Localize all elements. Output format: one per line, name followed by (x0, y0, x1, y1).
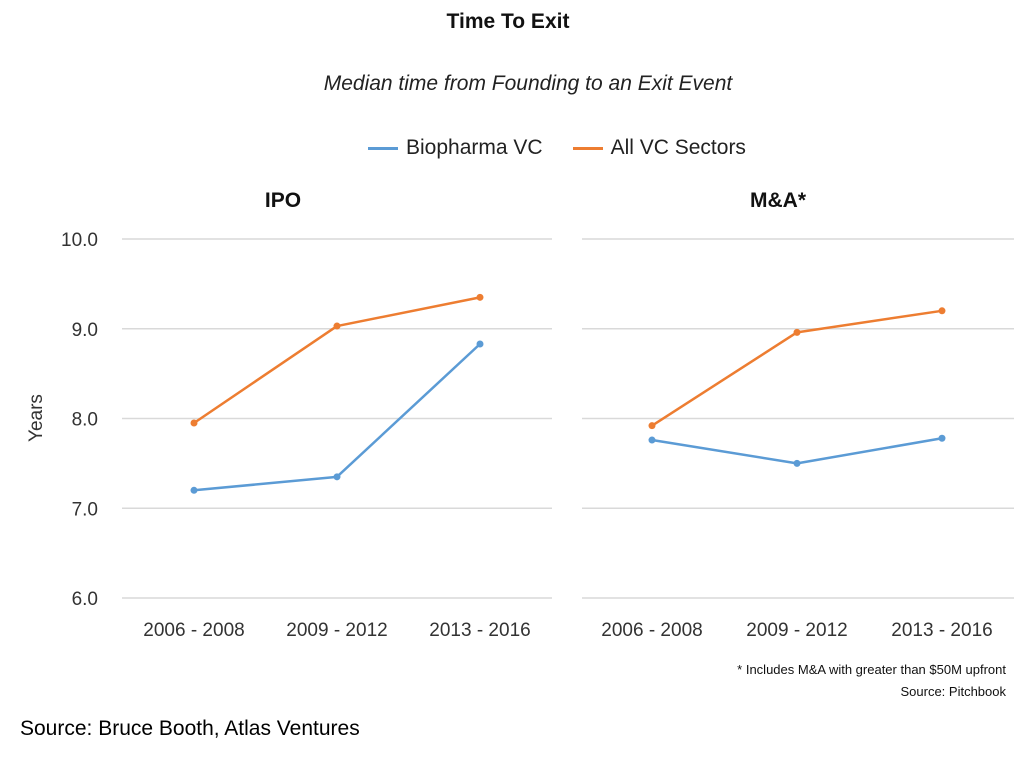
data-point-all-vc-sectors (333, 322, 341, 330)
data-point-biopharma-vc (333, 473, 341, 481)
data-point-biopharma-vc (793, 459, 801, 467)
series-line-all-vc-sectors (193, 296, 481, 425)
y-axis-label: Years (26, 394, 47, 442)
data-point-biopharma-vc (938, 434, 946, 442)
data-point-biopharma-vc (476, 340, 484, 348)
panel-title-0: IPO (265, 189, 301, 212)
source-caption: Source: Bruce Booth, Atlas Ventures (20, 717, 360, 740)
legend-item-all-vc: All VC Sectors (572, 136, 746, 160)
data-point-biopharma-vc (648, 436, 656, 444)
x-tick-label: 2009 - 2012 (746, 620, 847, 641)
data-point-all-vc-sectors (648, 422, 656, 430)
data-point-all-vc-sectors (793, 328, 801, 336)
data-point-all-vc-sectors (938, 307, 946, 315)
y-tick-label: 10.0 (61, 230, 98, 251)
chart-area: IPO 6.0 7.0 8.0 9.0 10.0 2006 - 2008 2009 - 201… (26, 189, 1014, 641)
legend-swatch-biopharma (368, 146, 398, 150)
footnote-source: Source: Pitchbook (900, 684, 1006, 699)
x-tick-label: 2006 - 2008 (601, 620, 702, 641)
y-tick-label: 9.0 (72, 320, 98, 341)
data-point-all-vc-sectors (190, 419, 198, 427)
footnote: * Includes M&A with greater than $50M up… (737, 662, 1006, 677)
panel-title-1: M&A* (750, 189, 807, 212)
x-tick-label: 2013 - 2016 (891, 620, 992, 641)
data-point-all-vc-sectors (476, 293, 484, 301)
legend-label-all-vc: All VC Sectors (610, 136, 746, 159)
legend-label-biopharma: Biopharma VC (406, 136, 543, 159)
data-point-biopharma-vc (190, 486, 198, 494)
legend: Biopharma VC All VC Sectors (368, 136, 776, 160)
chart-title: Time To Exit (446, 10, 570, 33)
y-tick-label: 8.0 (72, 410, 98, 431)
y-tick-label: 7.0 (72, 499, 98, 520)
x-tick-label: 2013 - 2016 (429, 620, 530, 641)
series-line-biopharma-vc (651, 437, 943, 465)
x-tick-label: 2009 - 2012 (286, 620, 387, 641)
x-tick-label: 2006 - 2008 (143, 620, 244, 641)
series-line-biopharma-vc (193, 343, 481, 492)
chart-subtitle: Median time from Founding to an Exit Eve… (323, 72, 733, 95)
y-tick-label: 6.0 (72, 589, 98, 610)
legend-swatch-all-vc (572, 146, 603, 150)
legend-item-biopharma: Biopharma VC (368, 136, 543, 160)
